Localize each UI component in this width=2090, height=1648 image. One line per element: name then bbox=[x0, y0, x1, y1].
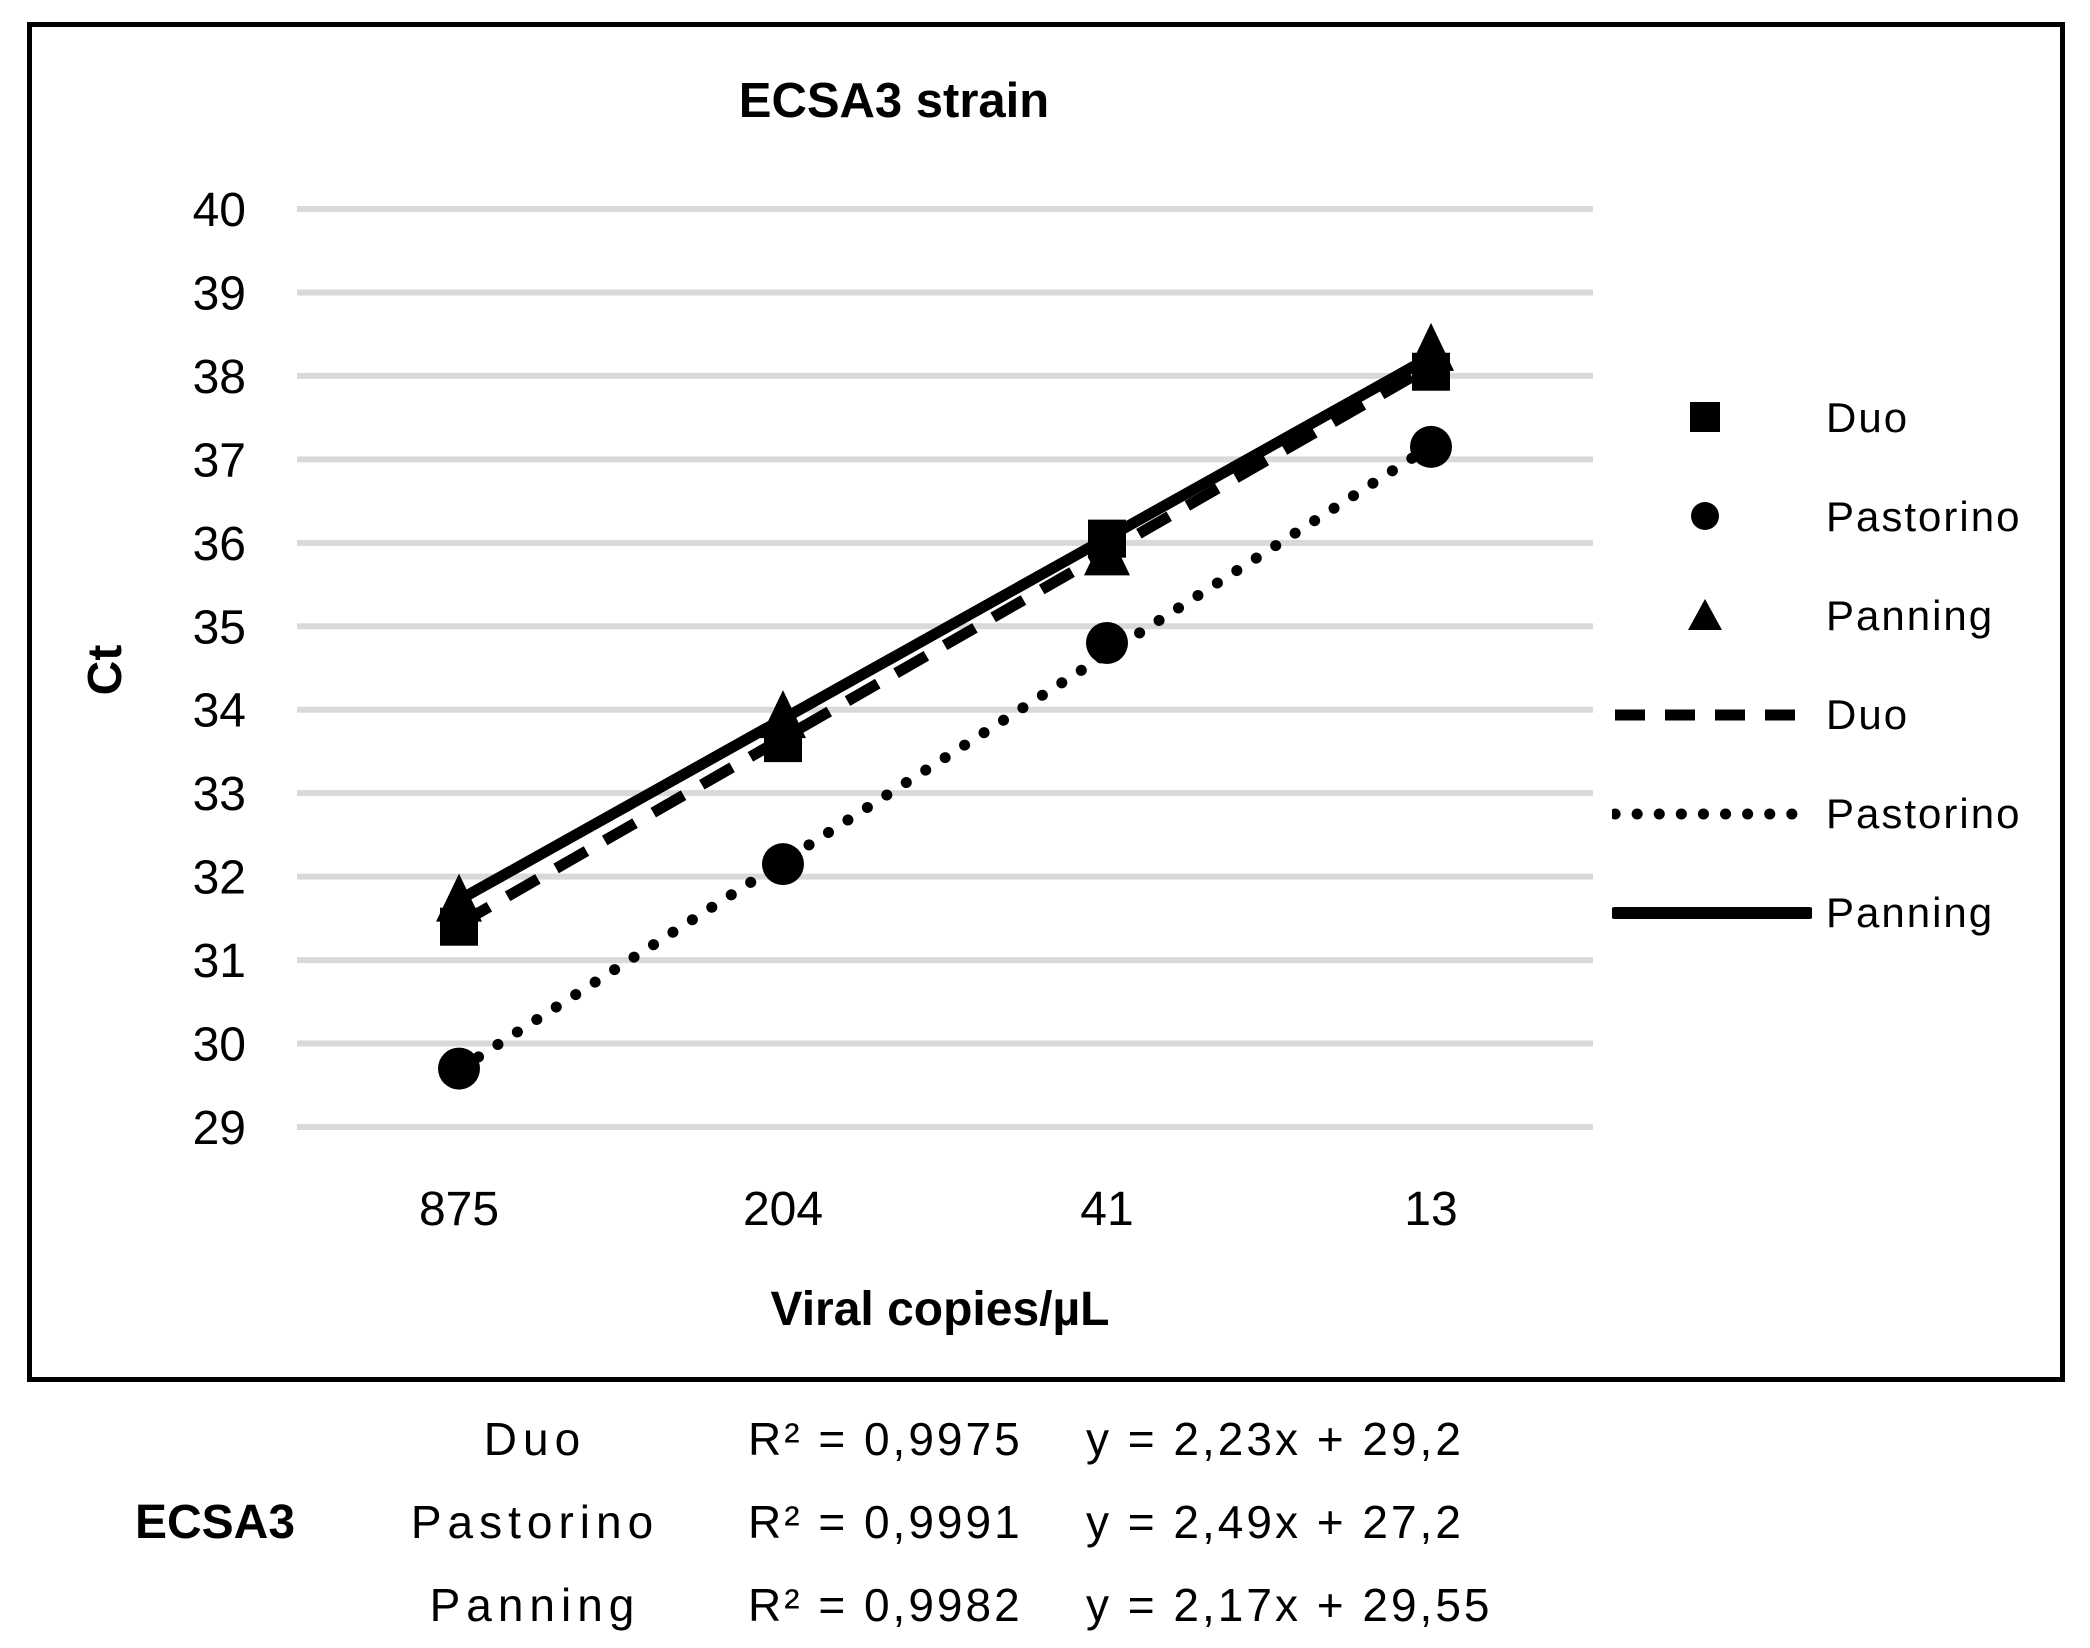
stats-method: Pastorino bbox=[410, 1496, 660, 1548]
y-tick-label: 31 bbox=[193, 935, 246, 988]
y-tick-label: 30 bbox=[193, 1019, 246, 1072]
marker-pastorino bbox=[1086, 621, 1128, 664]
stats-r-squared: R² = 0,9982 bbox=[748, 1579, 1023, 1631]
stats-method: Panning bbox=[429, 1579, 641, 1631]
stats-r-squared: R² = 0,9991 bbox=[748, 1496, 1023, 1548]
square-icon bbox=[1690, 401, 1720, 432]
x-axis-title: Viral copies/µL bbox=[770, 1283, 1110, 1336]
y-tick-label: 36 bbox=[193, 518, 246, 571]
marker-pastorino bbox=[762, 843, 804, 886]
stats-equation: y = 2,23x + 29,2 bbox=[1086, 1413, 1464, 1465]
y-tick-label: 32 bbox=[193, 852, 246, 905]
marker-duo bbox=[1412, 352, 1450, 391]
legend-item-panning-solid-line: Panning bbox=[1612, 863, 2082, 962]
legend-label: Pastorino bbox=[1826, 492, 2022, 540]
plot-area: 40 39 38 37 36 35 34 33 32 31 30 29 875 204 41 13 bbox=[193, 184, 1593, 1236]
stats-row-pastorino: Pastorino R² = 0,9991 y = 2,49x + 27,2 bbox=[0, 1481, 2090, 1564]
legend-item-duo-dashed-line: Duo bbox=[1612, 665, 2082, 764]
circle-icon bbox=[1691, 501, 1719, 530]
legend-item-panning-triangle: Panning bbox=[1612, 566, 2082, 665]
legend-label: Pastorino bbox=[1826, 789, 2022, 837]
x-tick-label: 204 bbox=[743, 1183, 823, 1236]
stats-r-squared: R² = 0,9975 bbox=[748, 1413, 1023, 1465]
y-tick-label: 34 bbox=[193, 685, 246, 738]
x-tick-label: 13 bbox=[1404, 1183, 1457, 1236]
trendline-duo bbox=[456, 361, 1434, 929]
legend-label: Duo bbox=[1826, 393, 1910, 441]
triangle-icon bbox=[1688, 598, 1722, 630]
y-tick-label: 37 bbox=[193, 434, 246, 487]
marker-duo bbox=[764, 724, 802, 763]
marker-duo bbox=[440, 907, 478, 946]
stats-row-panning: Panning R² = 0,9982 y = 2,17x + 29,55 bbox=[0, 1564, 2090, 1647]
legend: Duo Pastorino Panning Duo Pastorino Panning bbox=[1612, 368, 2082, 962]
y-tick-label: 33 bbox=[193, 768, 246, 821]
marker-pastorino bbox=[438, 1047, 480, 1090]
x-tick-label: 41 bbox=[1080, 1183, 1133, 1236]
y-tick-label: 35 bbox=[193, 601, 246, 654]
marker-pastorino bbox=[1410, 425, 1452, 468]
legend-item-pastorino-circle: Pastorino bbox=[1612, 467, 2082, 566]
dotted-line-icon bbox=[1612, 808, 1808, 819]
x-tick-label: 875 bbox=[419, 1183, 499, 1236]
solid-line-icon bbox=[1612, 906, 1812, 919]
legend-item-pastorino-dotted-line: Pastorino bbox=[1612, 764, 2082, 863]
y-tick-label: 29 bbox=[193, 1102, 246, 1155]
legend-label: Panning bbox=[1826, 888, 1995, 936]
chart-title: ECSA3 strain bbox=[738, 74, 1050, 128]
dashed-line-icon bbox=[1615, 709, 1809, 720]
y-tick-label: 39 bbox=[193, 267, 246, 320]
y-axis-title: Ct bbox=[78, 644, 132, 696]
y-tick-label: 40 bbox=[193, 184, 246, 237]
stats-row-duo: Duo R² = 0,9975 y = 2,23x + 29,2 bbox=[0, 1398, 2090, 1481]
chart-frame bbox=[27, 22, 2065, 1382]
marker-duo bbox=[1088, 519, 1126, 558]
legend-label: Duo bbox=[1826, 690, 1910, 738]
stats-equation: y = 2,17x + 29,55 bbox=[1086, 1579, 1493, 1631]
legend-item-duo-square: Duo bbox=[1612, 368, 2082, 467]
trendline-pastorino bbox=[453, 440, 1437, 1075]
trendline-panning bbox=[456, 351, 1434, 905]
y-tick-label: 38 bbox=[193, 351, 246, 404]
strain-label: ECSA3 bbox=[134, 1496, 296, 1549]
stats-equation: y = 2,49x + 27,2 bbox=[1086, 1496, 1464, 1548]
legend-label: Panning bbox=[1826, 591, 1995, 639]
stats-method: Duo bbox=[483, 1413, 587, 1465]
